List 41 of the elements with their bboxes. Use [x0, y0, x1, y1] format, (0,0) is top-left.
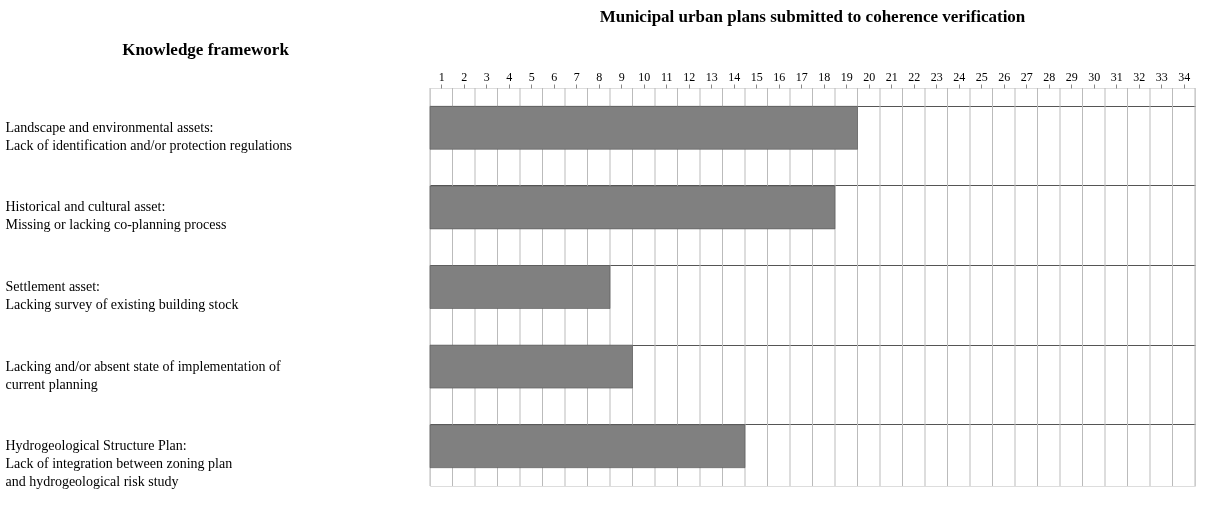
- x-tick-label: 27: [1020, 69, 1033, 84]
- x-tick-label: 11: [660, 69, 673, 84]
- x-tick-label: 12: [683, 69, 696, 84]
- x-tick-label: 21: [885, 69, 898, 84]
- chart-title: Municipal urban plans submitted to coherence verification: [599, 7, 1026, 26]
- x-tick-label: 17: [795, 69, 808, 84]
- x-tick-label: 31: [1110, 69, 1123, 84]
- x-tick-label: 30: [1088, 69, 1101, 84]
- y-tick-label: Lacking and/or absent state of implementation of current planning: [5, 358, 282, 392]
- x-tick-label: 29: [1065, 69, 1078, 84]
- x-tick-label: 15: [750, 69, 763, 84]
- x-tick-label: 20: [863, 69, 876, 84]
- x-tick-label: 19: [840, 69, 853, 84]
- x-tick-label: 3: [483, 69, 490, 84]
- y-tick-label: Settlement asset: Lacking survey of existing building stock: [5, 279, 239, 312]
- y-tick-label: Historical and cultural asset: Missing or lacking co-planning process: [5, 199, 227, 233]
- x-tick-label: 24: [953, 69, 966, 84]
- x-tick-label: 13: [705, 69, 718, 84]
- x-tick-label: 10: [638, 69, 651, 84]
- x-tick-label: 14: [728, 69, 741, 84]
- x-tick-label: 8: [596, 69, 603, 84]
- y-tick-label: Landscape and environmental assets: Lack of identification and/or protection regulations: [5, 119, 293, 153]
- x-tick-label: 4: [506, 69, 513, 84]
- y-axis-title: Knowledge framework: [122, 39, 290, 59]
- x-tick-label: 9: [618, 69, 625, 84]
- x-tick-label: 26: [998, 69, 1011, 84]
- x-tick-label: 25: [975, 69, 988, 84]
- y-tick-label: Hydrogeological Structure Plan: Lack of integration between zoning plan and hydrogeological risk study: [5, 438, 233, 490]
- x-tick-label: 18: [818, 69, 831, 84]
- x-tick-label: 1: [438, 69, 445, 84]
- x-tick-label: 2: [461, 69, 468, 84]
- x-tick-label: 7: [573, 69, 580, 84]
- x-tick-label: 34: [1178, 69, 1191, 84]
- x-tick-label: 28: [1043, 69, 1056, 84]
- x-tick-label: 6: [551, 69, 558, 84]
- x-tick-label: 16: [773, 69, 786, 84]
- x-tick-label: 22: [908, 69, 921, 84]
- x-tick-label: 5: [528, 69, 535, 84]
- x-tick-label: 23: [930, 69, 943, 84]
- x-tick-label: 32: [1133, 69, 1146, 84]
- x-tick-label: 33: [1155, 69, 1168, 84]
